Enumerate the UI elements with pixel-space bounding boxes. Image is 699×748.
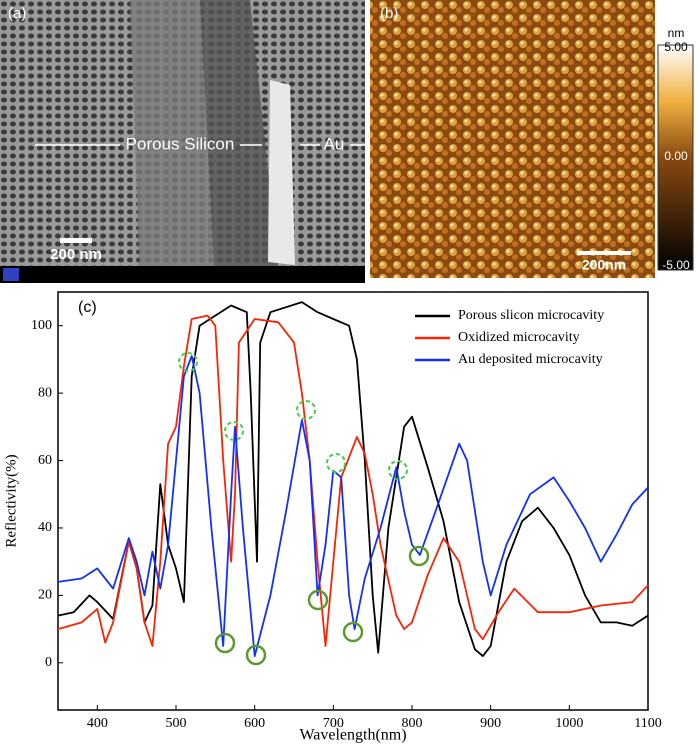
circle [342, 621, 364, 643]
x-tick-label: 1000 [555, 716, 583, 731]
y-tick-label: 80 [38, 385, 52, 400]
scale-label: 200 nm [50, 246, 102, 263]
scale-bar [577, 251, 631, 255]
dashed-circle [224, 421, 244, 441]
logo [3, 268, 19, 281]
x-tick-label: 500 [166, 716, 187, 731]
circle [307, 589, 329, 611]
y-tick-label: 40 [38, 520, 52, 535]
au-layer [268, 80, 295, 265]
afm-image [370, 0, 655, 278]
dashed-circle [178, 352, 198, 372]
y-tick-label: 0 [45, 655, 52, 670]
panel-a: (a) Porous Silicon Au 200 nm [0, 0, 370, 283]
annotation: Au [324, 134, 345, 153]
x-tick-label: 700 [323, 716, 344, 731]
dashed-circle [326, 453, 346, 473]
circle [408, 545, 430, 567]
plot-frame [57, 291, 649, 711]
x-axis-label: Wavelength(nm) [299, 727, 406, 744]
x-tick-label: 400 [87, 716, 108, 731]
legend-label: Oxidized microcavity [458, 330, 580, 345]
dashed-circle [296, 400, 316, 420]
colorbar-tick: -5.00 [662, 258, 690, 272]
circle [214, 632, 236, 654]
x-tick-label: 1100 [634, 716, 661, 731]
y-tick-label: 100 [31, 318, 52, 333]
series-line [57, 301, 649, 657]
x-tick-label: 800 [402, 716, 423, 731]
annotation-circles [178, 352, 408, 480]
dashed-circle [388, 460, 408, 480]
y-tick-label: 60 [38, 453, 52, 468]
colorbar-tick: 5.00 [664, 40, 688, 54]
legend-label: Au deposited microcavity [458, 352, 603, 367]
series-line [57, 314, 649, 647]
panel-label: (c) [78, 299, 97, 316]
legend-label: Porous slicon microcavity [458, 308, 604, 323]
y-tick-label: 20 [38, 588, 52, 603]
scale-label: 200nm [582, 257, 626, 273]
circle [245, 644, 267, 666]
x-tick-label: 900 [480, 716, 501, 731]
panel-label: (b) [380, 5, 398, 22]
annotation-circles [214, 545, 430, 666]
panel-c: (c) 400 500 600 700 800 900 1000 1100 0 20 40 60 80 1… [3, 291, 662, 744]
series-line [57, 355, 649, 657]
cross-section [130, 0, 215, 283]
annotation: Porous Silicon [126, 134, 235, 153]
colorbar-unit: nm [668, 26, 685, 40]
panel-label: (a) [8, 5, 26, 22]
cross-section [200, 0, 280, 283]
x-tick-label: 600 [244, 716, 265, 731]
panel-b: (b) 200nm nm 5.00 0.00 -5.00 [370, 0, 694, 278]
colorbar-tick: 0.00 [664, 149, 688, 163]
y-axis-label: Reflectivity(%) [3, 454, 19, 547]
colorbar [657, 44, 694, 271]
info-bar [0, 266, 365, 283]
scale-bar [60, 238, 92, 243]
